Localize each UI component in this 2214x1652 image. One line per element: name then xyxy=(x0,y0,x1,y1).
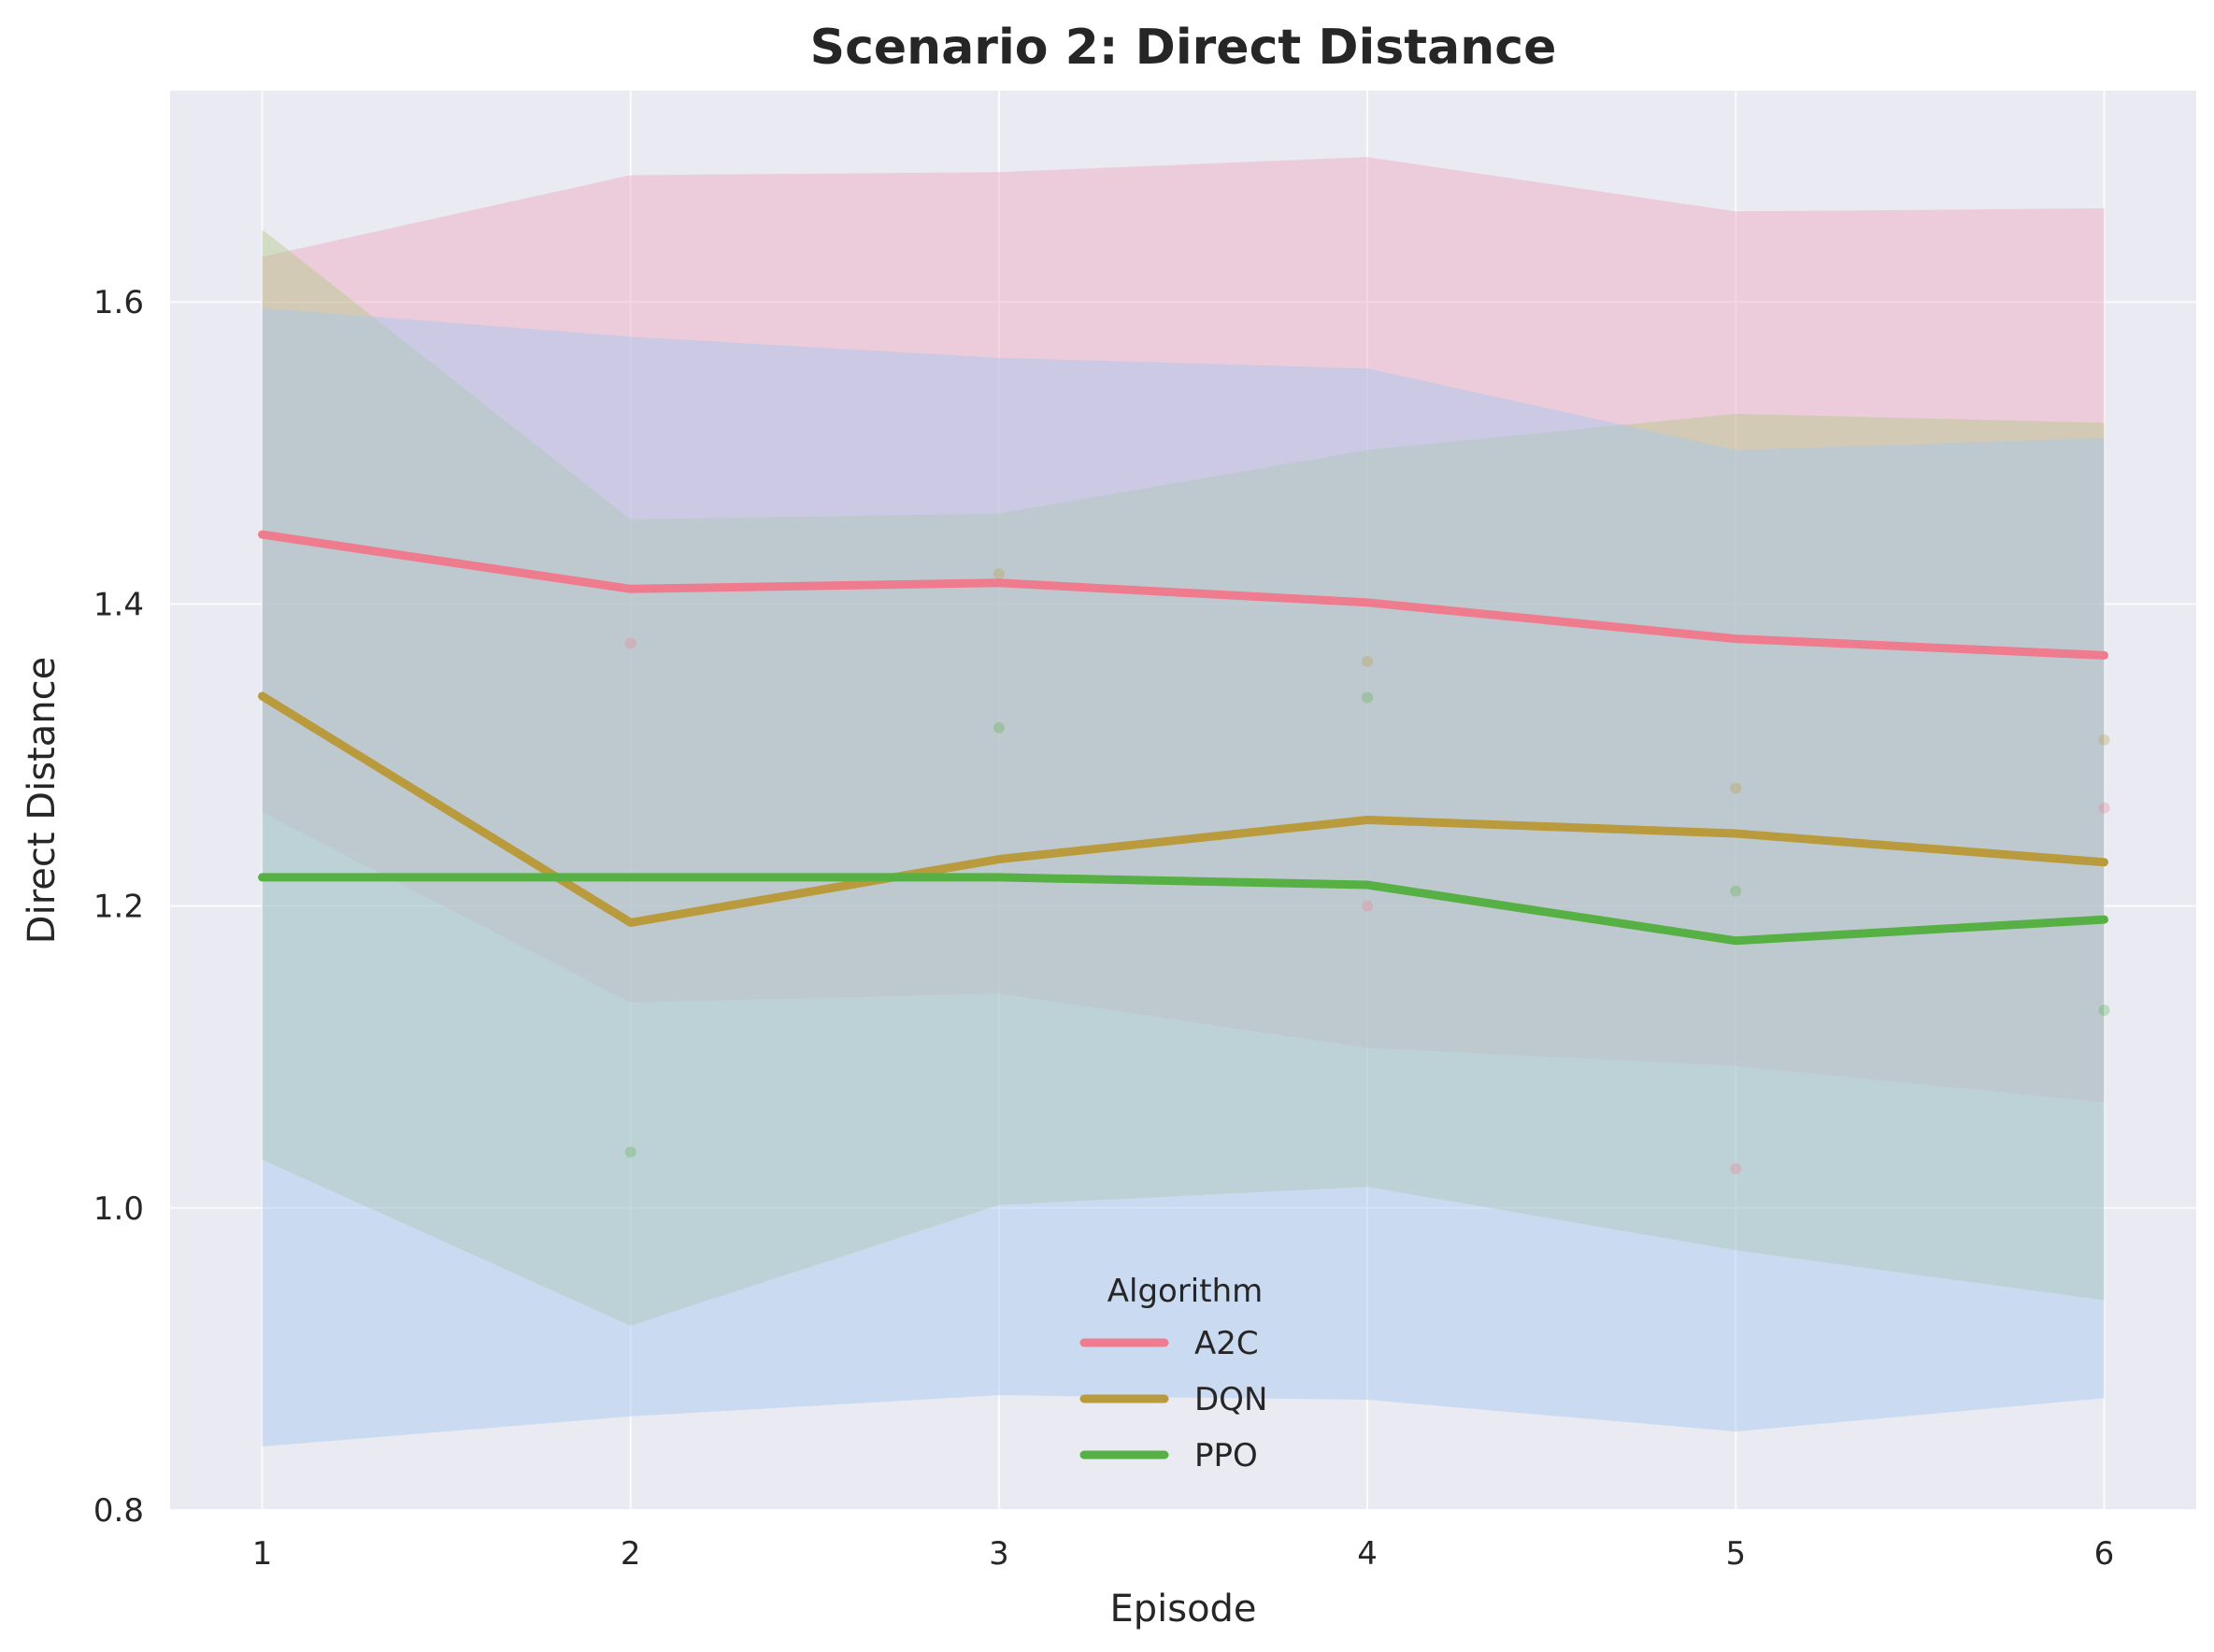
y-tick-label: 1.2 xyxy=(93,889,144,926)
confidence-bands xyxy=(262,157,2105,1447)
point-dqn xyxy=(1362,655,1374,667)
x-tick-label: 1 xyxy=(252,1535,273,1573)
x-tick-label: 2 xyxy=(621,1535,641,1573)
point-dqn xyxy=(993,568,1005,580)
band-a2c xyxy=(262,157,2105,1103)
point-a2c xyxy=(1362,900,1374,912)
scatter-points xyxy=(624,568,2110,1175)
point-dqn xyxy=(1730,782,1742,794)
x-tick-labels: 1 2 3 4 5 6 xyxy=(252,1535,2115,1573)
y-tick-label: 1.6 xyxy=(93,284,144,321)
x-axis-title: Episode xyxy=(1109,1588,1256,1631)
y-tick-label: 0.8 xyxy=(93,1492,144,1530)
x-tick-label: 3 xyxy=(989,1535,1009,1573)
point-dqn xyxy=(2098,733,2110,746)
series-lines xyxy=(258,530,2108,946)
chart-title: Scenario 2: Direct Distance xyxy=(810,20,1557,76)
grid xyxy=(170,91,2196,1511)
y-axis-title: Direct Distance xyxy=(21,657,64,944)
point-a2c xyxy=(2098,802,2110,814)
point-a2c xyxy=(1730,1162,1742,1175)
point-ppo xyxy=(624,1146,636,1159)
point-ppo xyxy=(1362,691,1374,704)
legend-title: Algorithm xyxy=(1107,1273,1264,1310)
x-tick-label: 6 xyxy=(2094,1535,2115,1573)
legend: Algorithm A2C DQN PPO xyxy=(1079,1273,1267,1474)
line-a2c xyxy=(258,530,2108,660)
y-tick-label: 1.4 xyxy=(93,586,144,623)
y-tick-labels: 0.8 1.0 1.2 1.4 1.6 xyxy=(93,284,144,1530)
line-dqn xyxy=(258,691,2108,927)
point-ppo xyxy=(1730,885,1742,897)
x-tick-label: 4 xyxy=(1357,1535,1378,1573)
point-ppo xyxy=(993,721,1005,733)
point-ppo xyxy=(2098,1004,2110,1017)
band-dqn xyxy=(262,229,2105,1326)
x-tick-label: 5 xyxy=(1725,1535,1746,1573)
legend-label-dqn: DQN xyxy=(1194,1381,1267,1418)
legend-label-ppo: PPO xyxy=(1194,1437,1258,1474)
plot-background xyxy=(170,91,2196,1510)
y-tick-label: 1.0 xyxy=(93,1190,144,1228)
point-a2c xyxy=(624,637,636,649)
legend-label-a2c: A2C xyxy=(1194,1325,1259,1362)
line-ppo xyxy=(258,873,2108,946)
